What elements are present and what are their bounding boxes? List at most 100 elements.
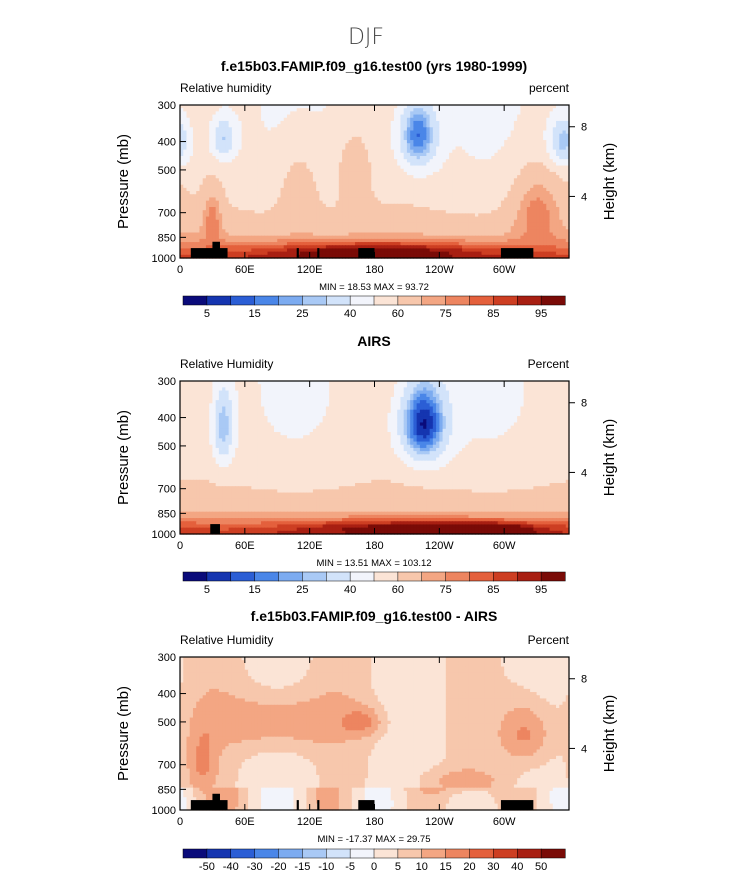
- contour-cell: [442, 130, 447, 135]
- contour-cell: [358, 165, 363, 170]
- contour-cell: [309, 108, 314, 112]
- contour-cell: [468, 108, 473, 112]
- contour-cell: [413, 219, 418, 224]
- contour-cell: [244, 181, 249, 186]
- contour-cell: [410, 111, 414, 116]
- contour-cell: [429, 181, 434, 186]
- contour-cell: [274, 156, 278, 160]
- contour-cell: [215, 111, 220, 116]
- contour-cell: [533, 229, 538, 234]
- contour-cell: [225, 105, 230, 109]
- contour-cell: [309, 117, 314, 122]
- contour-cell: [439, 197, 444, 202]
- contour-cell: [364, 136, 369, 141]
- contour-cell: [189, 168, 194, 173]
- contour-cell: [507, 162, 512, 167]
- contour-cell: [442, 222, 447, 227]
- contour-cell: [552, 117, 557, 122]
- contour-cell: [497, 162, 502, 167]
- contour-cell: [264, 203, 269, 208]
- contour-cell: [244, 114, 249, 119]
- contour-cell: [312, 149, 317, 154]
- contour-cell: [455, 229, 460, 234]
- contour-cell: [218, 143, 223, 148]
- contour-cell: [218, 213, 223, 218]
- contour-cell: [322, 159, 327, 163]
- contour-cell: [393, 146, 398, 151]
- contour-cell: [533, 187, 538, 192]
- contour-cell: [432, 184, 437, 189]
- contour-cell: [400, 203, 405, 208]
- contour-cell: [393, 219, 398, 224]
- contour-cell: [345, 226, 350, 230]
- contour-cell: [244, 222, 249, 227]
- contour-cell: [280, 159, 285, 163]
- contour-cell: [559, 200, 564, 205]
- contour-cell: [212, 133, 217, 138]
- contour-cell: [312, 197, 317, 202]
- contour-cell: [192, 156, 197, 160]
- contour-cell: [507, 178, 512, 183]
- contour-cell: [449, 111, 453, 116]
- contour-cell: [186, 127, 191, 132]
- contour-cell: [364, 127, 369, 132]
- contour-cell: [299, 165, 304, 170]
- contour-cell: [319, 232, 324, 237]
- contour-cell: [445, 165, 450, 170]
- contour-cell: [186, 194, 191, 199]
- contour-cell: [319, 203, 324, 208]
- contour-cell: [517, 165, 521, 170]
- contour-cell: [390, 171, 395, 176]
- contour-cell: [267, 194, 272, 199]
- contour-cell: [299, 140, 304, 144]
- contour-cell: [205, 197, 210, 202]
- contour-cell: [218, 130, 223, 135]
- contour-cell: [332, 203, 337, 208]
- contour-cell: [293, 191, 298, 195]
- contour-cell: [299, 235, 304, 240]
- contour-cell: [244, 194, 249, 199]
- contour-cell: [238, 181, 243, 186]
- contour-cell: [471, 124, 476, 128]
- contour-cell: [536, 105, 541, 109]
- contour-cell: [543, 219, 547, 224]
- contour-cell: [526, 127, 531, 132]
- contour-cell: [192, 133, 197, 138]
- contour-cell: [296, 232, 301, 237]
- contour-cell: [319, 197, 324, 202]
- contour-cell: [387, 130, 392, 135]
- contour-cell: [361, 197, 366, 202]
- contour-cell: [432, 117, 437, 122]
- contour-cell: [549, 114, 554, 119]
- contour-cell: [380, 143, 385, 148]
- contour-cell: [251, 187, 256, 192]
- contour-cell: [371, 117, 376, 122]
- contour-cell: [257, 133, 262, 138]
- contour-cell: [345, 140, 350, 144]
- contour-cell: [293, 203, 298, 208]
- contour-cell: [380, 171, 385, 176]
- contour-cell: [329, 175, 333, 179]
- contour-cell: [351, 162, 356, 167]
- contour-cell: [286, 229, 291, 234]
- contour-cell: [225, 213, 230, 218]
- contour-cell: [270, 146, 275, 151]
- contour-cell: [257, 235, 262, 240]
- contour-cell: [306, 159, 311, 163]
- contour-cell: [332, 159, 337, 163]
- contour-cell: [261, 165, 265, 170]
- contour-cell: [530, 156, 534, 160]
- contour-cell: [462, 159, 466, 163]
- contour-cell: [303, 127, 308, 132]
- contour-cell: [410, 136, 414, 141]
- contour-cell: [238, 111, 243, 116]
- contour-cell: [306, 114, 311, 119]
- contour-cell: [491, 181, 496, 186]
- contour-cell: [468, 194, 473, 199]
- contour-cell: [283, 184, 288, 189]
- contour-cell: [183, 191, 188, 195]
- contour-cell: [462, 175, 466, 179]
- contour-cell: [439, 146, 444, 151]
- contour-cell: [377, 133, 382, 138]
- contour-cell: [474, 108, 479, 112]
